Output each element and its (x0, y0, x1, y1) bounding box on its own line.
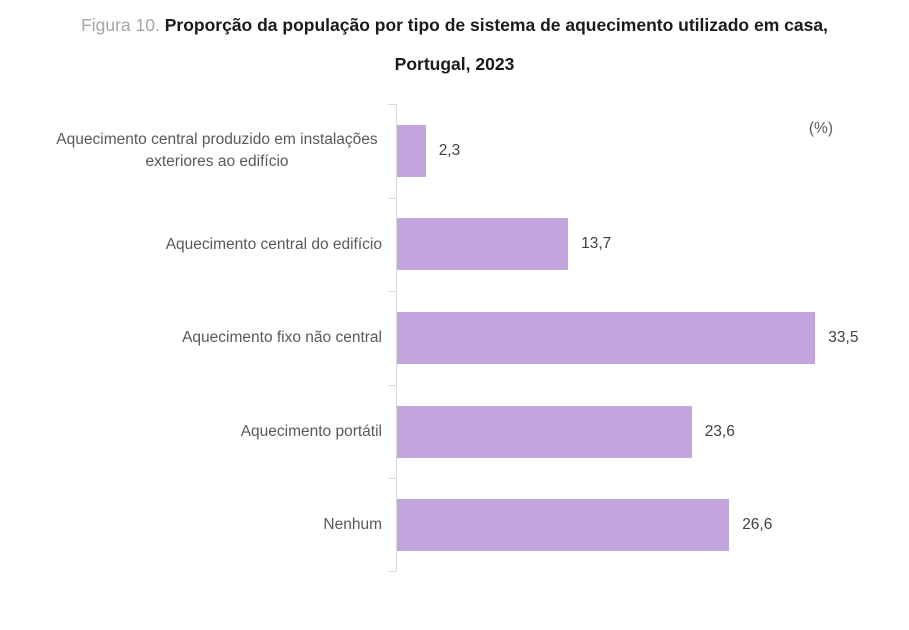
chart-row: Aquecimento central produzido em instala… (0, 104, 909, 198)
chart-row: Aquecimento central do edifício 13,7 (0, 198, 909, 292)
figure-number: Figura 10. (81, 15, 165, 35)
figure-title-line2: Portugal, 2023 (394, 53, 515, 74)
bar-cell: 13,7 (396, 218, 909, 271)
axis-tick (388, 291, 396, 292)
figure-title-text: Proporção da população por tipo de siste… (164, 15, 828, 35)
category-label: Aquecimento central do edifício (165, 235, 382, 253)
value-label: 2,3 (438, 141, 461, 159)
value-label: 23,6 (704, 422, 735, 440)
bar (397, 218, 569, 271)
chart-row: Aquecimento fixo não central 33,5 (0, 291, 909, 385)
value-label: 13,7 (581, 235, 612, 253)
chart-row: Nenhum 26,6 (0, 478, 909, 572)
bar-cell: 23,6 (396, 405, 909, 458)
category-label: Nenhum (323, 516, 382, 534)
bar-chart: (%) Aquecimento central produzido em ins… (0, 104, 909, 572)
bar (397, 311, 816, 364)
bar-cell: 2,3 (396, 124, 909, 177)
chart-rows: Aquecimento central produzido em instala… (0, 104, 909, 572)
figure-title-line1: Figura 10. Proporção da população por ti… (0, 15, 909, 37)
bar-cell: 26,6 (396, 499, 909, 552)
value-label: 33,5 (828, 328, 859, 346)
axis-tick (388, 385, 396, 386)
axis-tick (388, 571, 396, 572)
axis-tick (388, 478, 396, 479)
category-label: Aquecimento central produzido em instala… (56, 131, 378, 170)
figure-title: Figura 10. Proporção da população por ti… (0, 0, 909, 75)
bar (397, 405, 692, 458)
value-label: 26,6 (742, 516, 773, 534)
axis-tick (388, 104, 396, 105)
category-label: Aquecimento portátil (240, 422, 382, 440)
bar (397, 124, 426, 177)
bar (397, 499, 730, 552)
axis-tick (388, 198, 396, 199)
category-label: Aquecimento fixo não central (182, 329, 382, 347)
unit-label: (%) (808, 120, 833, 137)
chart-row: Aquecimento portátil 23,6 (0, 385, 909, 479)
category-axis-line (396, 104, 397, 572)
bar-cell: 33,5 (396, 311, 909, 364)
